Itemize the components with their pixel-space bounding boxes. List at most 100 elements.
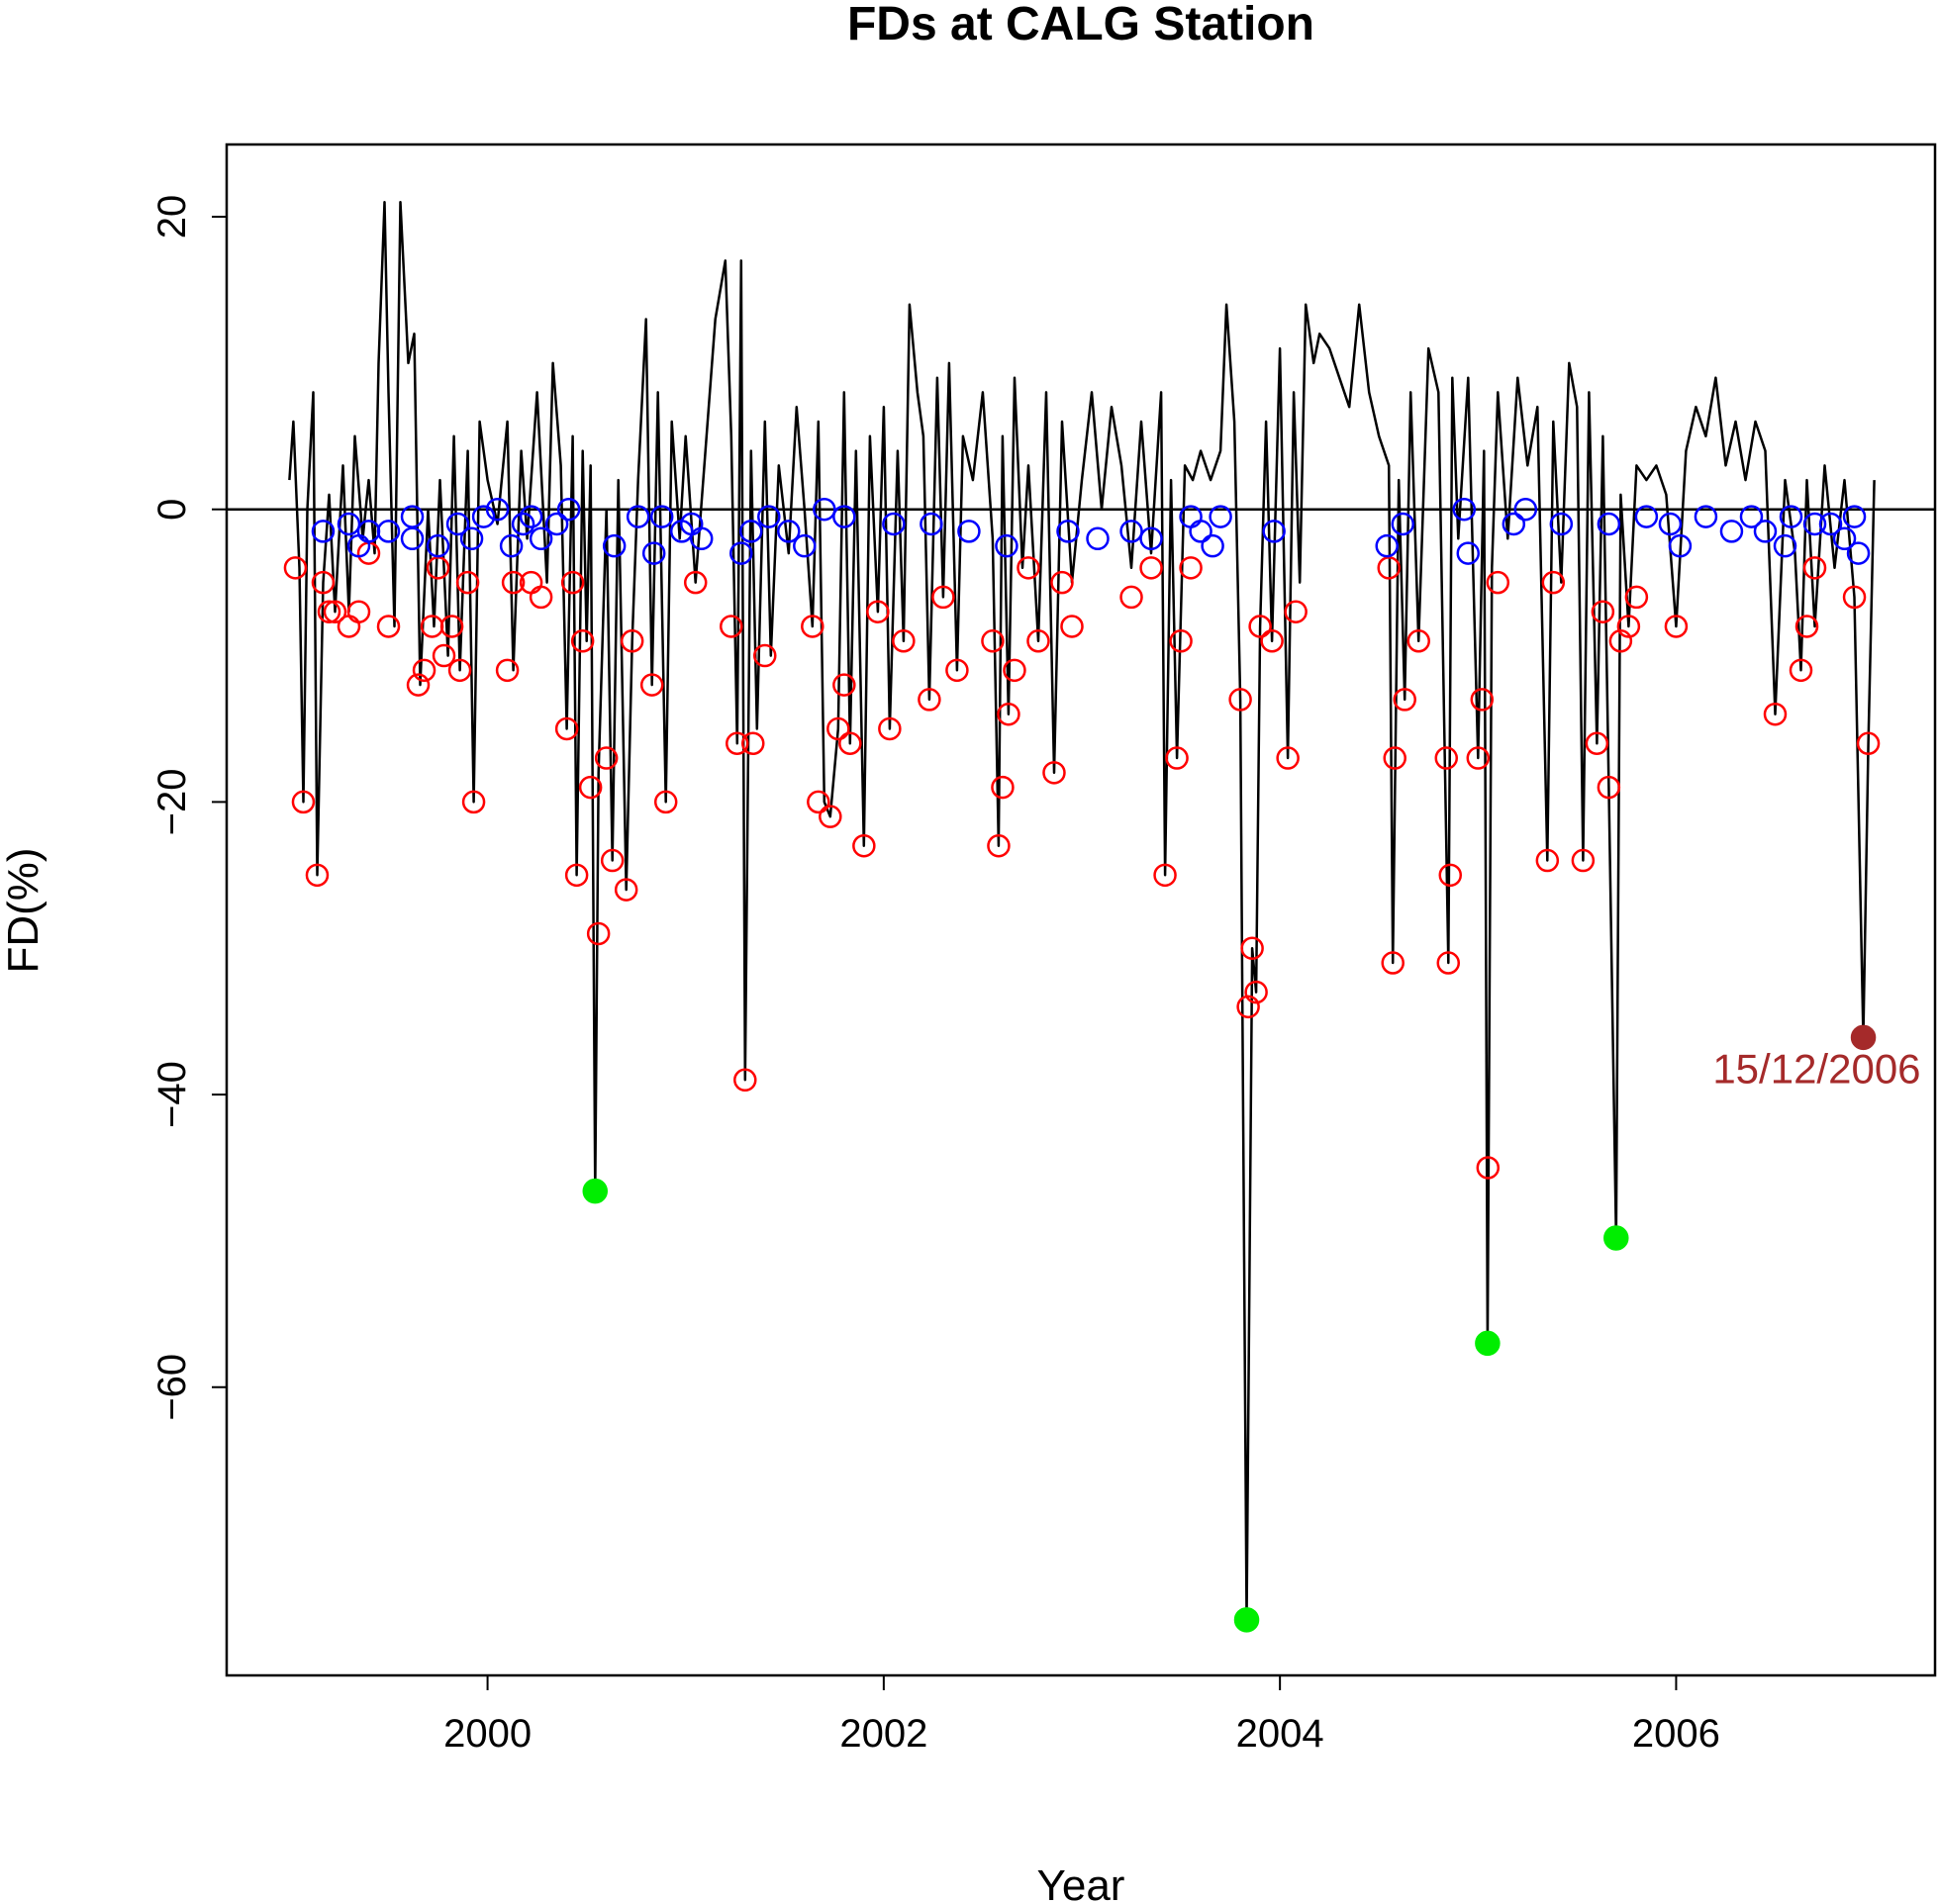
open-marker — [1434, 746, 1459, 770]
open-marker — [455, 570, 480, 595]
open-marker — [1438, 863, 1463, 888]
open-marker — [1056, 520, 1080, 543]
open-marker — [445, 512, 470, 536]
open-marker — [1050, 570, 1074, 595]
open-marker — [945, 658, 969, 683]
open-marker — [1119, 520, 1143, 543]
y-tick-label: 0 — [150, 499, 194, 521]
open-marker — [882, 512, 906, 536]
open-marker — [1597, 775, 1621, 800]
open-marker — [1470, 688, 1495, 712]
open-marker — [1608, 629, 1633, 653]
open-marker — [1375, 533, 1399, 558]
open-marker — [1794, 615, 1819, 638]
x-tick-label: 2006 — [1632, 1712, 1720, 1756]
open-marker — [439, 615, 464, 638]
open-marker — [1391, 512, 1414, 536]
open-marker — [1153, 863, 1177, 888]
open-marker — [447, 658, 472, 683]
open-marker — [1616, 615, 1641, 638]
open-marker — [337, 615, 361, 638]
open-marker — [1003, 658, 1026, 683]
open-marker — [1436, 951, 1461, 975]
filled-marker — [1850, 1024, 1877, 1051]
open-marker — [432, 643, 456, 668]
open-marker — [892, 629, 916, 653]
open-marker — [777, 520, 801, 543]
open-marker — [813, 497, 836, 522]
open-marker — [739, 520, 763, 543]
open-marker — [987, 833, 1011, 858]
open-marker — [1017, 556, 1040, 580]
open-marker — [741, 731, 765, 756]
filled-marker — [582, 1178, 609, 1204]
open-marker — [529, 526, 553, 551]
open-marker — [1139, 526, 1163, 551]
open-marker — [600, 848, 625, 873]
open-marker — [1119, 585, 1143, 610]
open-marker — [406, 673, 431, 697]
open-marker — [556, 497, 581, 522]
open-marker — [544, 512, 569, 536]
filled-marker — [1475, 1330, 1501, 1357]
open-marker — [852, 833, 876, 858]
open-marker — [412, 658, 436, 683]
open-marker — [1513, 497, 1538, 522]
open-marker — [920, 512, 943, 536]
open-marker — [1585, 731, 1609, 756]
open-marker — [1260, 629, 1284, 653]
open-marker — [620, 629, 644, 653]
open-marker — [346, 600, 371, 623]
open-marker — [1228, 688, 1252, 712]
open-marker — [1842, 585, 1867, 610]
open-marker — [1284, 600, 1308, 623]
open-marker — [838, 731, 862, 756]
chart-title: FDs at CALG Station — [847, 0, 1314, 50]
open-marker — [376, 520, 401, 543]
open-marker — [626, 505, 650, 528]
open-marker — [1634, 505, 1659, 528]
open-marker — [1802, 556, 1827, 580]
filled-marker — [1603, 1225, 1629, 1251]
open-marker — [459, 526, 484, 551]
open-marker — [1456, 541, 1481, 565]
open-marker — [1789, 658, 1813, 683]
open-marker — [1165, 746, 1189, 770]
open-marker — [1026, 629, 1050, 653]
open-marker — [1832, 526, 1857, 551]
open-marker — [1060, 615, 1084, 638]
open-marker — [1502, 512, 1526, 536]
open-marker — [1763, 702, 1788, 726]
open-marker — [720, 615, 743, 638]
open-marker — [641, 541, 666, 565]
open-marker — [981, 629, 1005, 653]
y-tick-label: 20 — [150, 195, 194, 239]
open-marker — [1571, 848, 1596, 873]
open-marker — [733, 1068, 757, 1093]
open-marker — [1476, 1156, 1501, 1180]
open-marker — [519, 505, 543, 528]
open-marker — [1773, 533, 1797, 558]
open-marker — [1694, 505, 1718, 528]
open-marker — [1486, 570, 1510, 595]
open-marker — [400, 526, 425, 551]
open-marker — [1452, 497, 1477, 522]
open-marker — [878, 716, 902, 741]
open-marker — [639, 673, 664, 697]
open-marker — [586, 921, 611, 946]
x-tick-label: 2004 — [1236, 1712, 1324, 1756]
x-tick-label: 2000 — [443, 1712, 532, 1756]
open-marker — [485, 497, 510, 522]
open-marker — [653, 790, 678, 814]
open-marker — [729, 541, 753, 565]
open-marker — [918, 688, 941, 712]
annotation: 15/12/2006 — [1712, 1045, 1920, 1092]
open-marker — [564, 863, 589, 888]
open-marker — [501, 570, 526, 595]
open-marker — [291, 790, 316, 814]
open-marker — [471, 505, 496, 528]
open-marker — [957, 520, 981, 543]
open-marker — [1541, 570, 1566, 595]
y-tick-label: −40 — [150, 1061, 194, 1128]
open-marker — [1393, 688, 1416, 712]
